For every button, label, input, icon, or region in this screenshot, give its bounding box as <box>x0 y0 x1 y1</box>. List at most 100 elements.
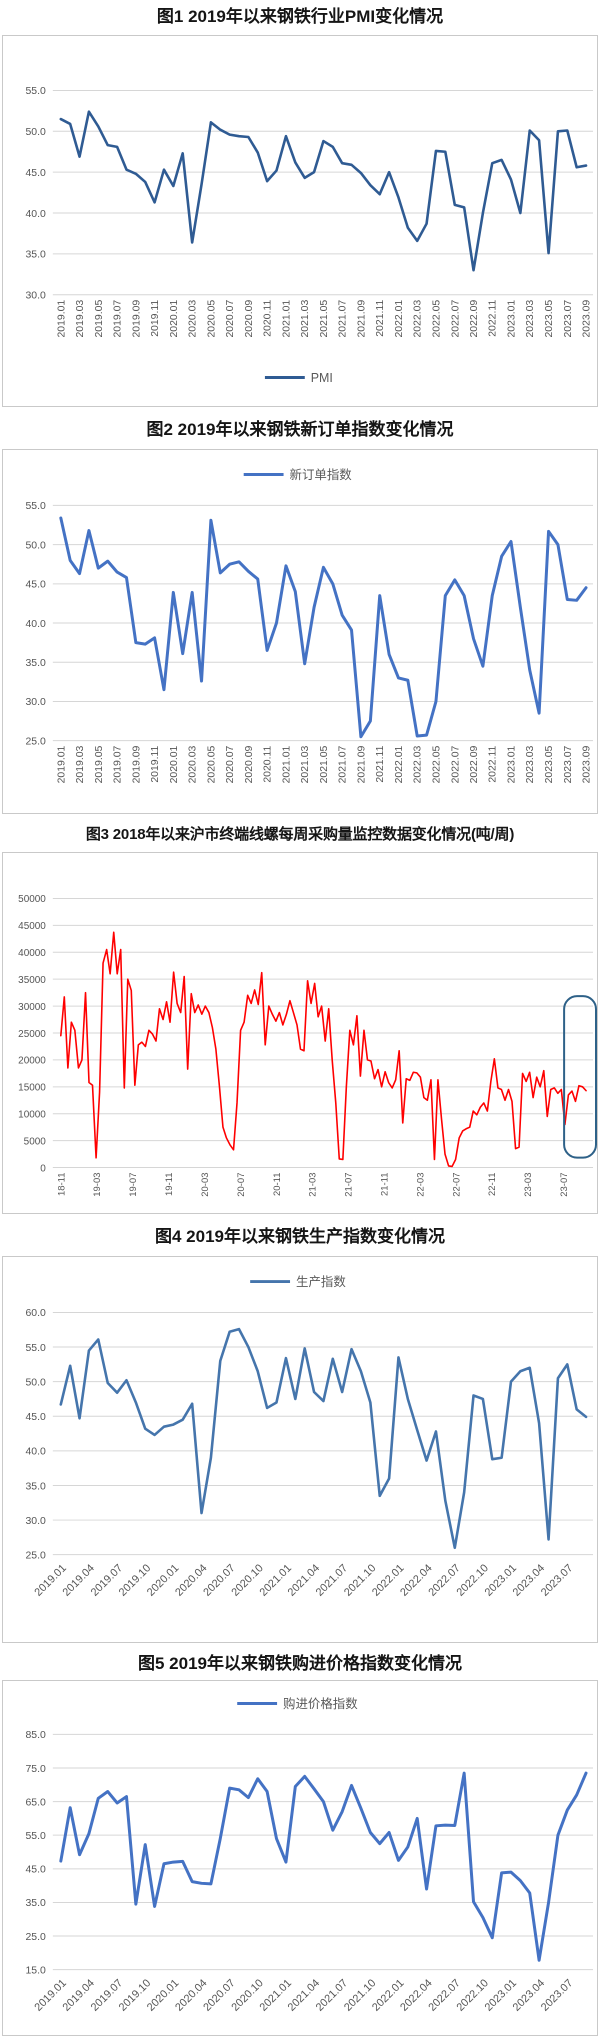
svg-text:25000: 25000 <box>18 1029 46 1040</box>
x-axis-labels: 2019.01 2019.03 2019.05 2019.07 2019.09 2019.… <box>56 745 592 783</box>
svg-text:35.0: 35.0 <box>25 250 46 261</box>
svg-text:2019.09: 2019.09 <box>131 300 142 338</box>
svg-text:45000: 45000 <box>18 921 46 932</box>
legend-label: 生产指数 <box>296 1274 346 1289</box>
svg-text:2020.07: 2020.07 <box>225 745 236 783</box>
svg-text:25.0: 25.0 <box>25 1932 46 1943</box>
x-axis-labels: 2019.01 2019.03 2019.05 2019.07 2019.09 2019.… <box>56 300 592 338</box>
svg-text:45.0: 45.0 <box>25 1411 46 1422</box>
svg-text:2022.11: 2022.11 <box>488 300 499 337</box>
svg-text:2021.01: 2021.01 <box>281 300 292 338</box>
svg-text:2021.11: 2021.11 <box>375 745 386 782</box>
svg-text:2020.11: 2020.11 <box>263 745 274 782</box>
svg-text:2021.09: 2021.09 <box>356 300 367 338</box>
production-index-line-chart: 60.0 55.0 50.0 45.0 40.0 35.0 30.0 25.02019.012… <box>25 1274 594 1598</box>
svg-text:21-07: 21-07 <box>344 1173 355 1197</box>
svg-text:2020.07: 2020.07 <box>225 300 236 338</box>
svg-text:2020.03: 2020.03 <box>188 300 199 338</box>
svg-text:2019.03: 2019.03 <box>75 300 86 338</box>
svg-text:45.0: 45.0 <box>25 1864 46 1875</box>
svg-text:2022.09: 2022.09 <box>469 745 480 783</box>
svg-text:2021.03: 2021.03 <box>300 300 311 338</box>
svg-text:2023.03: 2023.03 <box>525 745 536 783</box>
svg-text:2021.11: 2021.11 <box>375 300 386 337</box>
svg-text:45.0: 45.0 <box>25 168 46 179</box>
svg-text:2021.05: 2021.05 <box>319 300 330 338</box>
x-axis-labels: 18-11 19-03 19-07 19-11 20-03 20-07 20-11 21-03… <box>56 1173 570 1197</box>
svg-text:22-07: 22-07 <box>451 1173 462 1197</box>
svg-text:2023.07: 2023.07 <box>539 1562 575 1598</box>
series-line <box>59 110 588 272</box>
series-line <box>60 931 587 1168</box>
svg-text:2023.09: 2023.09 <box>582 745 593 783</box>
svg-text:25.0: 25.0 <box>25 1550 46 1561</box>
svg-text:2020.01: 2020.01 <box>169 745 180 783</box>
legend-label: PMI <box>311 371 333 385</box>
svg-text:2019.01: 2019.01 <box>56 300 67 338</box>
svg-text:2020.05: 2020.05 <box>206 745 217 783</box>
svg-text:2023.01: 2023.01 <box>506 300 517 338</box>
svg-text:40.0: 40.0 <box>25 1446 46 1457</box>
svg-text:2022.07: 2022.07 <box>450 745 461 783</box>
figure-4-chart: 60.0 55.0 50.0 45.0 40.0 35.0 30.0 25.0 2019.01 2… <box>2 1255 598 1643</box>
svg-text:2023.01: 2023.01 <box>506 745 517 783</box>
gridlines <box>52 90 594 296</box>
figure-3-chart: 50000 45000 40000 35000 30000 25000 20000 15000… <box>2 852 598 1215</box>
svg-text:30000: 30000 <box>18 1002 46 1013</box>
svg-text:60.0: 60.0 <box>25 1308 46 1319</box>
svg-text:40.0: 40.0 <box>25 618 46 629</box>
svg-text:19-03: 19-03 <box>92 1173 103 1197</box>
svg-text:2021.07: 2021.07 <box>338 745 349 783</box>
figure-1-chart: 55.0 50.0 45.0 40.0 35.0 30.0 2019.01 2019.03 20… <box>2 35 598 408</box>
figure-1-title: 图1 2019年以来钢铁行业PMI变化情况 <box>156 7 444 26</box>
svg-text:50000: 50000 <box>18 894 46 905</box>
svg-text:25.0: 25.0 <box>25 736 46 747</box>
svg-text:19-11: 19-11 <box>164 1173 175 1196</box>
svg-text:2021.01: 2021.01 <box>281 745 292 783</box>
svg-text:2023.09: 2023.09 <box>582 300 593 338</box>
svg-text:5000: 5000 <box>24 1137 47 1148</box>
svg-text:2021.07: 2021.07 <box>338 300 349 338</box>
svg-text:20000: 20000 <box>18 1056 46 1067</box>
y-axis-labels: 55.0 50.0 45.0 40.0 35.0 30.0 25.0 <box>25 501 46 747</box>
svg-text:2023.07: 2023.07 <box>563 745 574 783</box>
legend: 购进价格指数 <box>237 1696 358 1711</box>
svg-text:2019.05: 2019.05 <box>94 745 105 783</box>
svg-text:20-11: 20-11 <box>272 1173 283 1196</box>
svg-text:2023.05: 2023.05 <box>544 300 555 338</box>
svg-text:18-11: 18-11 <box>56 1173 67 1196</box>
svg-text:30.0: 30.0 <box>25 697 46 708</box>
svg-text:2023.07: 2023.07 <box>563 300 574 338</box>
svg-text:35.0: 35.0 <box>25 1898 46 1909</box>
svg-text:21-11: 21-11 <box>380 1173 391 1196</box>
figure-5: 图5 2019年以来钢铁购进价格指数变化情况 85.0 75.0 65.0 55.0 4… <box>0 1653 600 2036</box>
svg-text:2023.07: 2023.07 <box>539 1977 575 2013</box>
svg-text:35000: 35000 <box>18 975 46 986</box>
svg-text:22-11: 22-11 <box>487 1173 498 1196</box>
gridlines <box>52 1733 594 1970</box>
svg-text:55.0: 55.0 <box>25 501 46 512</box>
figure-2: 图2 2019年以来钢铁新订单指数变化情况 55.0 50.0 45.0 40.0 35… <box>0 419 600 814</box>
svg-text:2021.09: 2021.09 <box>356 745 367 783</box>
svg-text:15.0: 15.0 <box>25 1965 46 1976</box>
svg-text:23-07: 23-07 <box>559 1173 570 1197</box>
svg-text:21-03: 21-03 <box>308 1173 319 1197</box>
report-page: 图1 2019年以来钢铁行业PMI变化情况 55.0 50.0 45.0 40.0 35… <box>0 6 600 2036</box>
svg-text:50.0: 50.0 <box>25 1377 46 1388</box>
svg-text:2020.09: 2020.09 <box>244 745 255 783</box>
figure-5-chart: 85.0 75.0 65.0 55.0 45.0 35.0 25.0 15.0 2019.01 2… <box>2 1679 598 2036</box>
svg-text:2020.03: 2020.03 <box>188 745 199 783</box>
purchase-price-line-chart: 85.0 75.0 65.0 55.0 45.0 35.0 25.0 15.02019.012… <box>25 1696 594 2013</box>
y-axis-labels: 85.0 75.0 65.0 55.0 45.0 35.0 25.0 15.0 <box>25 1730 46 1976</box>
svg-text:2019.07: 2019.07 <box>113 300 124 338</box>
svg-text:2019.01: 2019.01 <box>56 745 67 783</box>
svg-text:2023.03: 2023.03 <box>525 300 536 338</box>
y-axis-labels: 60.0 55.0 50.0 45.0 40.0 35.0 30.0 25.0 <box>25 1308 46 1561</box>
svg-text:55.0: 55.0 <box>25 86 46 97</box>
svg-text:2023.05: 2023.05 <box>544 745 555 783</box>
figure-5-title: 图5 2019年以来钢铁购进价格指数变化情况 <box>138 1653 462 1673</box>
figure-2-chart: 55.0 50.0 45.0 40.0 35.0 30.0 25.0 2019.01 2019.… <box>2 448 598 814</box>
series-line <box>59 515 588 738</box>
series-line <box>59 1327 588 1549</box>
